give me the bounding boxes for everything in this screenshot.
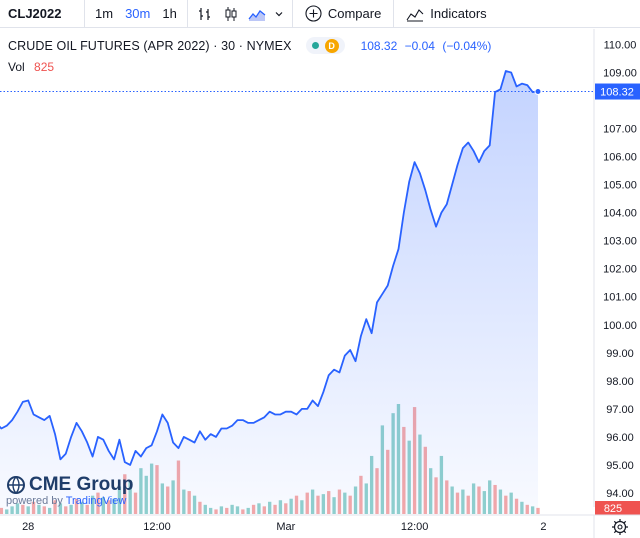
indicators-button[interactable]: Indicators [398,0,494,28]
price-area-fill [0,71,538,514]
last-price-tag: 108.32 [595,83,640,100]
price-tick-label: 103.00 [603,236,637,248]
settings-gear-icon[interactable] [612,519,628,535]
price-tick-label: 98.00 [606,376,634,388]
toolbar-divider [393,0,395,28]
interval-1m[interactable]: 1m [95,5,114,21]
time-tick-label: 12:00 [401,521,429,533]
time-tick-label: 12:00 [143,521,171,533]
top-toolbar: CLJ2022 1m 30m 1h Compare Indicators [0,0,640,28]
legend-last-price: 108.32 [360,38,398,53]
series-title[interactable]: CRUDE OIL FUTURES (APR 2022) · 30 · NYME… [8,38,292,53]
bars-chart-type-icon[interactable] [192,0,218,28]
toolbar-divider [186,0,188,28]
price-tick-label: 101.00 [603,292,637,304]
volume-last-tag-label: 825 [604,503,622,515]
time-scale[interactable] [0,515,640,538]
price-tick-label: 104.00 [603,208,637,220]
market-status-chip[interactable]: D [305,37,345,54]
price-chart[interactable]: 94.00 95.00 96.00 97.00 98.00 99.00 100.00 101.… [0,29,640,538]
plus-circle-icon [305,5,322,22]
volume-legend: Vol 825 [8,60,54,74]
volume-bar [536,507,540,514]
legend-change: −0.04 [404,38,435,53]
time-scale-ticks: 28 12:00 Mar 12:00 2 [22,521,546,533]
chevron-down-icon[interactable] [270,0,288,28]
price-line [0,70,539,466]
symbol-search[interactable]: CLJ2022 [0,0,85,28]
delayed-badge: D [324,38,339,53]
price-tick-label: 94.00 [606,488,634,500]
time-tick-label: 2 [540,521,546,533]
price-tick-label: 107.00 [603,124,637,136]
price-tick-label: 102.00 [603,264,637,276]
price-tick-label: 110.00 [604,39,637,51]
indicators-label: Indicators [430,6,487,21]
price-tick-label: 97.00 [606,404,634,416]
price-scale[interactable] [594,29,640,507]
time-tick-label: 28 [22,521,34,533]
legend-values: 108.32 −0.04 (−0.04%) [361,39,496,53]
price-tick-label: 105.00 [603,180,637,192]
interval-1h[interactable]: 1h [162,5,177,21]
price-tick-label: 109.00 [603,68,637,80]
last-price-tag-label: 108.32 [600,87,634,99]
price-tick-label: 95.00 [606,460,634,472]
price-tick-label: 100.00 [603,320,637,332]
volume-value: 825 [34,60,55,74]
toolbar-divider [291,0,293,28]
compare-label: Compare [327,6,382,21]
volume-label[interactable]: Vol [8,60,25,74]
price-tick-label: 99.00 [606,348,634,360]
chart-legend: CRUDE OIL FUTURES (APR 2022) · 30 · NYME… [8,37,495,54]
compare-button[interactable]: Compare [297,0,389,28]
last-price-dot [534,88,542,96]
price-tick-label: 96.00 [606,432,634,444]
price-tick-label: 106.00 [603,152,637,164]
interval-30m[interactable]: 30m [125,5,151,21]
area-chart-type-icon[interactable] [244,0,270,28]
candles-chart-type-icon[interactable] [218,0,244,28]
volume-last-tag: 825 [595,501,640,515]
market-open-dot-icon [311,42,319,49]
legend-change-pct: (−0.04%) [442,38,492,53]
time-tick-label: Mar [276,521,295,533]
indicators-icon [406,8,424,21]
price-scale-ticks: 94.00 95.00 96.00 97.00 98.00 99.00 100.00 101.… [603,39,637,500]
